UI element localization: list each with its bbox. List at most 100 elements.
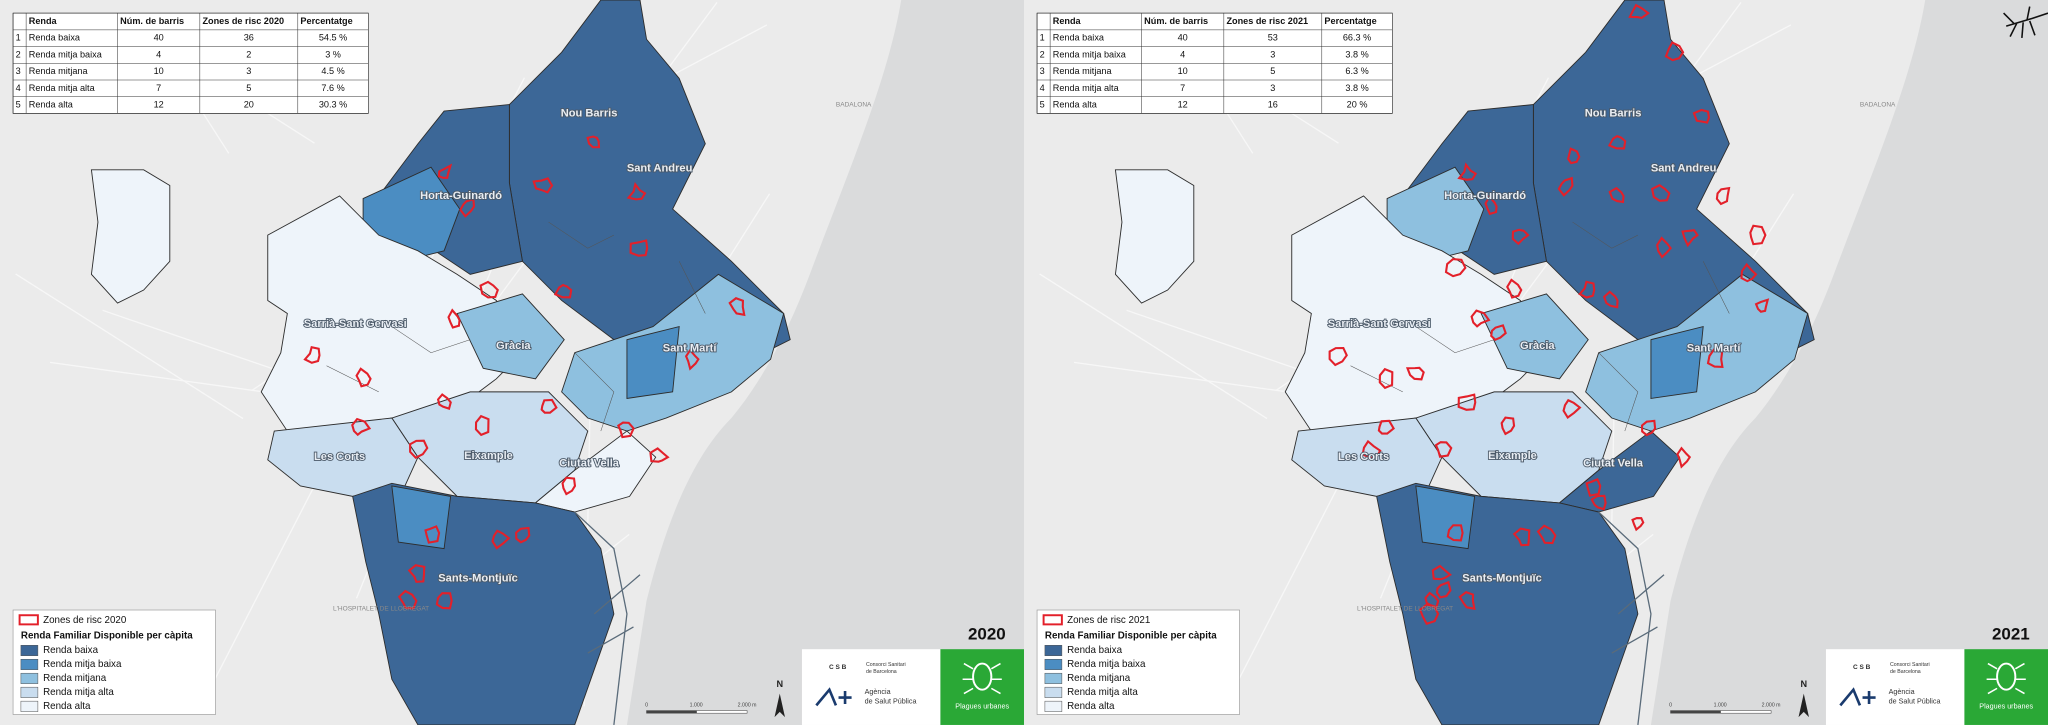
logo-bg <box>801 649 941 725</box>
risk-zone <box>1631 517 1645 532</box>
table-cell: 3 <box>1040 66 1045 76</box>
scale-label: 0 <box>1669 703 1672 709</box>
risk-zone <box>1650 184 1671 202</box>
district-label: Sants-Montjuïc <box>438 573 518 585</box>
risk-zone <box>1457 162 1478 181</box>
table-cell: 4 <box>156 49 161 59</box>
table-cell: 3 % <box>325 49 341 59</box>
risk-zone <box>1512 527 1531 547</box>
neighbourhood-line <box>678 261 706 314</box>
table-cell: 5 <box>16 99 21 109</box>
risk-zone <box>459 197 476 218</box>
table-cell: Renda mitja baixa <box>29 49 103 59</box>
table-cell: 12 <box>1178 99 1188 109</box>
risk-zone <box>474 414 490 437</box>
table-header: Percentatge <box>1324 16 1376 26</box>
legend-swatch <box>1044 686 1063 698</box>
risk-zone <box>1484 194 1498 216</box>
risk-zone <box>436 393 452 410</box>
table-cell: Renda mitja alta <box>29 83 96 93</box>
legend-item: Renda mitja alta <box>43 687 114 698</box>
plagues-bg <box>940 649 1024 725</box>
legend-title: Renda Familiar Disponible per càpita <box>21 631 193 642</box>
risk-zone <box>553 283 573 299</box>
csb-mark: C S B <box>1853 664 1871 671</box>
plagues-icon <box>972 662 993 691</box>
legend-swatch <box>20 658 39 670</box>
table-cell: 53 <box>1268 33 1278 43</box>
table-cell: 4 <box>16 83 21 93</box>
summary-table: Renda Núm. de barris Zones de risc 2021 Per… <box>1036 12 1393 114</box>
risk-zone <box>424 525 441 544</box>
risk-zone <box>532 177 554 194</box>
table-cell: 2 <box>1040 49 1045 59</box>
risk-zone <box>1405 366 1425 381</box>
district-label: Ciutat Vella <box>1583 458 1644 470</box>
risk-zone <box>1444 257 1467 278</box>
table-cell: 40 <box>1178 33 1188 43</box>
legend-item: Renda mitja baixa <box>43 659 122 670</box>
risk-zone <box>626 181 647 201</box>
risk-zone <box>1567 147 1581 165</box>
district-label: Gràcia <box>1520 340 1555 352</box>
risk-zone <box>1607 134 1627 150</box>
table-cell: 3.8 % <box>1345 83 1368 93</box>
table-cell: 20 % <box>1347 99 1368 109</box>
neighbourhood-line <box>326 365 379 393</box>
table-cell: 7 <box>156 83 161 93</box>
district-area <box>90 169 171 304</box>
district-label: Gràcia <box>496 340 531 352</box>
risk-zone <box>1608 186 1625 204</box>
legend: Zones de risc 2021 Renda Familiar Disponi… <box>1036 609 1240 715</box>
legend-item: Renda mitjana <box>43 673 107 684</box>
aspb-name: Agència <box>865 688 891 696</box>
risk-zone <box>1578 280 1596 299</box>
risk-zone <box>1378 367 1394 390</box>
neighbourhood-line <box>391 326 471 353</box>
table-cell: 16 <box>1268 99 1278 109</box>
risk-zone <box>649 447 670 463</box>
table-header: Renda <box>29 16 58 26</box>
risk-zone <box>1457 393 1477 411</box>
legend-swatch <box>20 700 39 712</box>
table-cell: 40 <box>154 33 164 43</box>
district-area <box>1415 485 1476 550</box>
neighbourhood-line <box>1572 221 1638 249</box>
logo-bg <box>1825 649 1965 725</box>
risk-zone <box>728 297 746 317</box>
table-header: Núm. de barris <box>1144 16 1208 26</box>
legend-item: Renda mitja alta <box>1067 687 1138 698</box>
risk-zone <box>1676 446 1692 469</box>
risk-zone <box>1590 494 1607 511</box>
summary-table: Renda Núm. de barris Zones de risc 2020 Per… <box>12 12 369 114</box>
table-cell: 7 <box>1180 83 1185 93</box>
table-cell: 2 <box>16 49 21 59</box>
table-cell: 4 <box>1040 83 1045 93</box>
risk-zone <box>1715 186 1731 206</box>
district-area <box>1650 325 1704 399</box>
table-cell: 3 <box>246 66 251 76</box>
place-label: BADALONA <box>836 101 872 108</box>
risk-zone <box>1435 580 1452 599</box>
district-label: Eixample <box>464 450 513 462</box>
risk-zone <box>435 592 453 610</box>
legend-swatch <box>20 645 39 656</box>
csb-name: de Barcelona <box>866 669 897 675</box>
district-area <box>1114 169 1195 304</box>
scale-bar <box>646 710 697 714</box>
plagues-icon <box>1986 662 2026 695</box>
table-cell: Renda baixa <box>1053 33 1105 43</box>
table-cell: 5 <box>1040 99 1045 109</box>
risk-zone <box>479 280 499 299</box>
district-label: Sant Andreu <box>627 162 693 174</box>
table-cell: 1 <box>16 33 21 43</box>
table-cell: 54.5 % <box>319 33 347 43</box>
risk-zone <box>355 367 372 388</box>
risk-zone <box>1377 419 1395 435</box>
aspb-mark <box>1839 687 1876 707</box>
risk-zone <box>1706 348 1724 369</box>
risk-zone <box>1511 228 1530 246</box>
road <box>15 273 244 420</box>
legend-swatch <box>20 686 39 698</box>
csb-name: Consorci Sanitari <box>866 662 906 668</box>
